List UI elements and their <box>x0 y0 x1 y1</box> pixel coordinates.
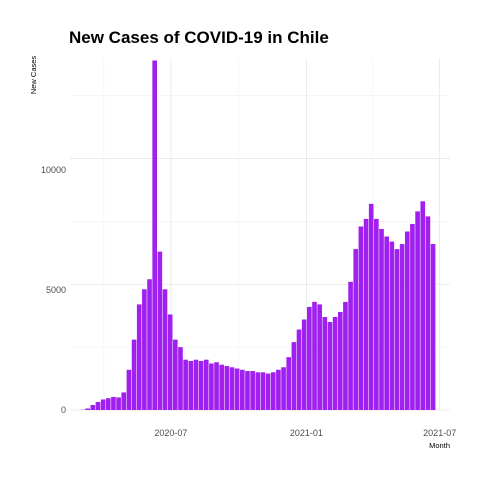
cases-bar <box>322 317 327 410</box>
cases-bar <box>307 307 312 410</box>
cases-bar <box>317 304 322 410</box>
y-axis-title: New Cases <box>29 56 38 95</box>
cases-bar <box>116 397 121 410</box>
x-axis-title: Month <box>429 441 450 450</box>
cases-bar <box>333 317 338 410</box>
y-tick-label: 0 <box>61 405 66 415</box>
cases-bar <box>152 61 157 410</box>
cases-bar <box>106 398 111 410</box>
cases-bar <box>96 402 101 410</box>
cases-bar <box>359 226 364 410</box>
cases-bar <box>147 279 152 410</box>
cases-bar <box>286 357 291 410</box>
cases-bar <box>390 242 395 410</box>
cases-bar <box>297 330 302 410</box>
cases-bar <box>214 362 219 410</box>
cases-bar <box>204 360 209 410</box>
cases-bar <box>137 304 142 410</box>
cases-bar <box>121 392 126 410</box>
bar-series <box>80 61 435 410</box>
cases-bar <box>384 237 389 410</box>
cases-bar <box>158 252 163 410</box>
cases-bar <box>374 219 379 410</box>
cases-bar <box>395 249 400 410</box>
cases-bar <box>230 367 235 410</box>
cases-bar <box>369 204 374 410</box>
cases-bar <box>168 314 173 410</box>
cases-bar <box>426 216 431 410</box>
cases-bar <box>91 405 96 410</box>
cases-bar <box>415 211 420 410</box>
cases-bar <box>178 347 183 410</box>
cases-bar <box>353 249 358 410</box>
cases-bar <box>142 289 147 410</box>
cases-bar <box>266 374 271 410</box>
cases-bar <box>235 369 240 410</box>
cases-bar <box>163 289 168 410</box>
y-tick-label: 5000 <box>46 285 66 295</box>
y-tick-label: 10000 <box>41 165 66 175</box>
cases-bar <box>292 342 297 410</box>
cases-bar <box>173 340 178 410</box>
cases-bar <box>127 370 132 410</box>
cases-bar <box>343 302 348 410</box>
cases-bar <box>312 302 317 410</box>
cases-bar <box>85 408 90 410</box>
cases-bar <box>183 360 188 410</box>
cases-bar <box>255 372 260 410</box>
cases-bar <box>250 371 255 410</box>
cases-bar <box>101 399 106 410</box>
cases-bar <box>276 370 281 410</box>
cases-bar <box>302 319 307 410</box>
cases-bar <box>209 363 214 410</box>
cases-bar <box>188 361 193 410</box>
cases-bar <box>364 219 369 410</box>
cases-bar <box>281 367 286 410</box>
cases-bar <box>194 360 199 410</box>
cases-bar <box>271 372 276 410</box>
cases-bar <box>379 229 384 410</box>
cases-bar <box>410 224 415 410</box>
cases-bar <box>225 366 230 410</box>
cases-bar <box>219 365 224 410</box>
chart-title: New Cases of COVID-19 in Chile <box>69 28 329 47</box>
cases-bar <box>261 372 266 410</box>
x-tick-label: 2021-01 <box>290 428 323 438</box>
cases-bar <box>338 312 343 410</box>
cases-bar <box>405 231 410 410</box>
x-tick-label: 2021-07 <box>423 428 456 438</box>
x-tick-label: 2020-07 <box>154 428 187 438</box>
cases-bar <box>132 340 137 410</box>
cases-bar <box>420 201 425 410</box>
cases-bar <box>400 244 405 410</box>
cases-bar <box>245 371 250 410</box>
cases-bar <box>348 282 353 410</box>
cases-bar <box>328 322 333 410</box>
cases-bar <box>240 370 245 410</box>
cases-bar <box>199 361 204 410</box>
cases-bar <box>431 244 436 410</box>
cases-bar <box>111 397 116 410</box>
